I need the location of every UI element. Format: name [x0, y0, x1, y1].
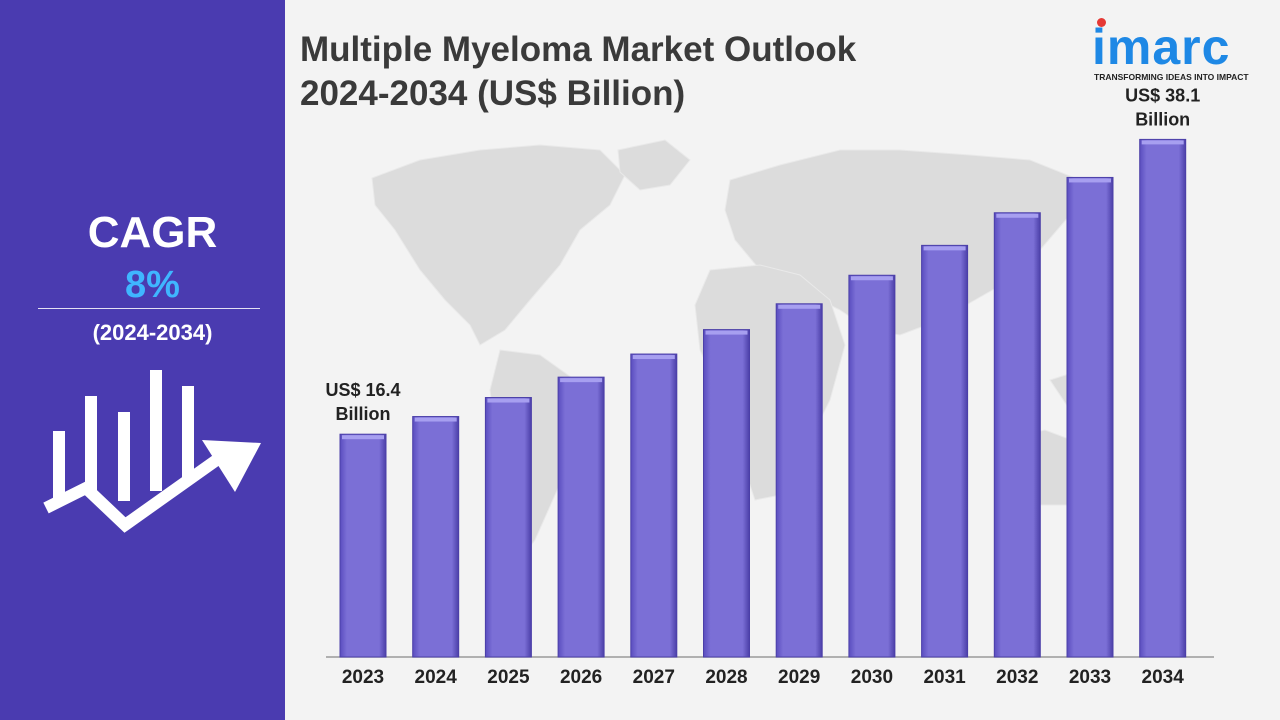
bar-2034	[1139, 138, 1187, 658]
bar-2029	[775, 303, 823, 658]
bar-highlight-2030	[850, 276, 893, 281]
bar-2033	[1066, 176, 1114, 658]
bar-highlight-2026	[560, 378, 603, 383]
bar-highlight-2024	[414, 417, 457, 422]
chart-title-line1: Multiple Myeloma Market Outlook	[300, 30, 857, 69]
bar-highlight-2023	[342, 435, 384, 440]
cagr-value: 8%	[125, 264, 180, 306]
bar-2030	[848, 274, 896, 658]
imarc-logo: imarc TRANSFORMING IDEAS INTO IMPACT	[1092, 12, 1262, 84]
bar-highlight-2033	[1069, 178, 1111, 183]
x-tick-label: 2031	[923, 667, 966, 688]
growth-chart-icon	[43, 370, 261, 533]
x-tick-label: 2025	[487, 667, 530, 688]
bar-highlight-2028	[705, 330, 748, 335]
sidebar-panel: CAGR 8% (2024-2034)	[0, 0, 285, 720]
bar-2024	[412, 416, 460, 658]
bar-2023	[339, 433, 387, 658]
x-tick-label: 2029	[778, 667, 820, 688]
cagr-divider	[38, 308, 260, 309]
x-tick-label: 2026	[560, 667, 602, 688]
bar-highlight-2034	[1141, 140, 1184, 145]
x-tick-label: 2023	[342, 667, 384, 688]
x-tick-label: 2030	[851, 667, 893, 688]
bar-2026	[557, 376, 605, 658]
data-label-2034: Billion	[1135, 109, 1190, 129]
logo-wordmark: imarc	[1092, 19, 1231, 75]
bar-2028	[703, 329, 750, 658]
x-tick-label: 2032	[996, 667, 1038, 688]
data-label-2023: Billion	[336, 404, 391, 424]
data-label-2023: US$ 16.4	[325, 380, 400, 400]
bar-2032	[993, 212, 1041, 658]
data-label-2034: US$ 38.1	[1125, 85, 1200, 105]
bar-highlight-2031	[923, 246, 966, 251]
x-tick-label: 2027	[633, 667, 675, 688]
cagr-label: CAGR	[87, 208, 218, 257]
bar-2027	[630, 353, 678, 658]
chart-title-line2: 2024-2034 (US$ Billion)	[300, 74, 686, 113]
bar-2025	[484, 397, 532, 658]
bar-highlight-2029	[778, 304, 821, 309]
chart-title: Multiple Myeloma Market Outlook 2024-203…	[300, 28, 980, 116]
logo-tagline: TRANSFORMING IDEAS INTO IMPACT	[1094, 72, 1249, 82]
bar-2031	[921, 244, 969, 658]
x-tick-label: 2033	[1069, 667, 1111, 688]
x-tick-label: 2024	[415, 667, 458, 688]
bar-highlight-2027	[632, 355, 675, 360]
cagr-period: (2024-2034)	[92, 320, 213, 345]
x-tick-label: 2034	[1142, 667, 1185, 688]
bar-highlight-2032	[996, 213, 1039, 218]
x-tick-label: 2028	[705, 667, 747, 688]
bar-highlight-2025	[487, 398, 530, 403]
logo-dot-icon	[1097, 18, 1106, 27]
